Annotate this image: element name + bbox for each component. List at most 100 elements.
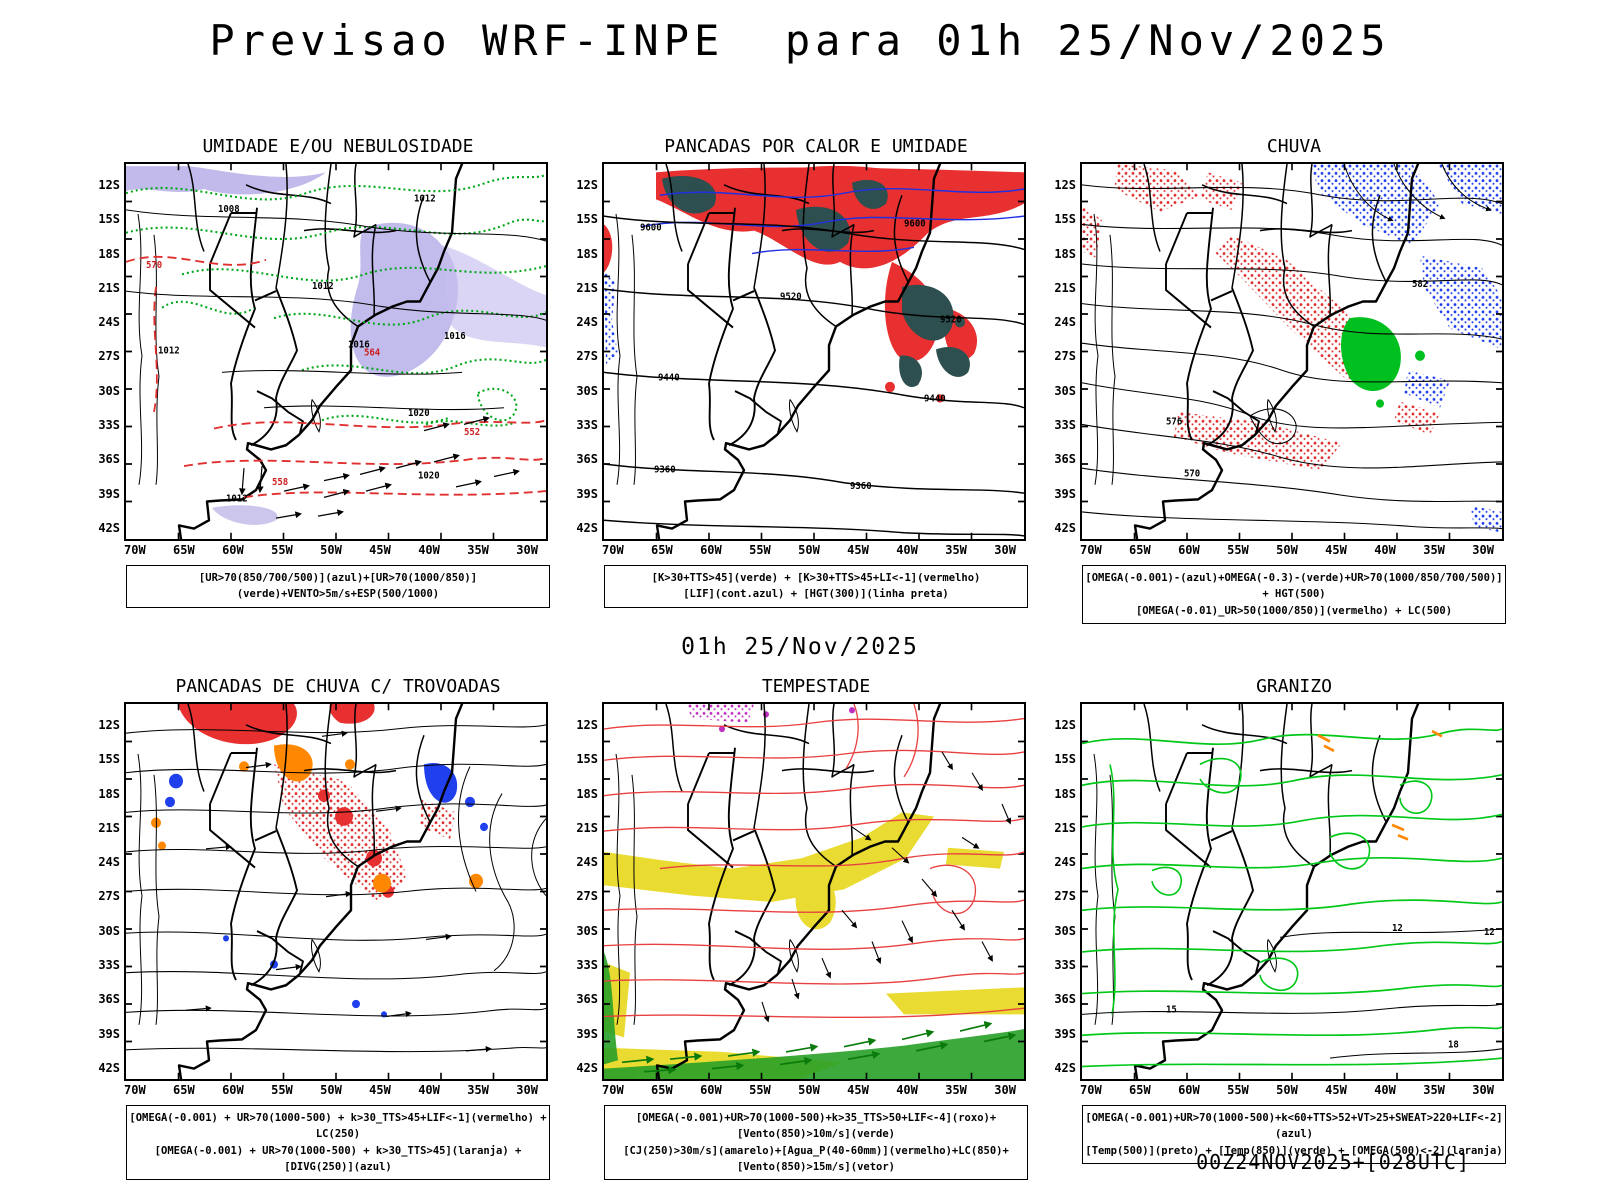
lon-tick-label: 45W <box>369 543 391 557</box>
lon-tick-label: 55W <box>1227 1083 1249 1097</box>
lon-tick-label: 40W <box>418 1083 440 1097</box>
temp500-black-contours <box>1082 928 1502 1059</box>
lon-tick-label: 45W <box>847 543 869 557</box>
temp850-green-contours <box>1082 728 1502 1068</box>
lon-tick-label: 60W <box>1178 543 1200 557</box>
contour-label: 1016 <box>348 339 370 350</box>
lat-tick-label: 21S <box>576 280 598 295</box>
lon-tick-label: 45W <box>369 1083 391 1097</box>
lon-tick-label: 60W <box>1178 1083 1200 1097</box>
lon-tick-label: 55W <box>749 543 771 557</box>
contour-label: 1012 <box>226 493 248 504</box>
lon-tick-label: 40W <box>418 543 440 557</box>
latitude-axis: 12S 15S 18S 21S 24S 27S 30S 33S 36S 39S 42S <box>574 162 602 541</box>
lon-tick-label: 35W <box>467 543 489 557</box>
lat-tick-label: 30S <box>98 923 120 938</box>
lon-tick-label: 65W <box>1129 543 1151 557</box>
map-canvas-trovoadas <box>126 704 546 1079</box>
lon-tick-label: 55W <box>271 543 293 557</box>
panel-title-trovoadas: PANCADAS DE CHUVA C/ TROVOADAS <box>175 676 501 697</box>
lat-tick-label: 36S <box>1054 992 1076 1007</box>
contour-label-red: 558 <box>272 477 288 488</box>
lat-tick-label: 24S <box>1054 855 1076 870</box>
purple-severe-speckle <box>686 704 855 733</box>
longitude-axis: 70W 65W 60W 55W 50W 45W 40W 35W 30W <box>124 543 550 557</box>
panel-umidade: UMIDADE E/OU NEBULOSIDADE 12S 15S 18S 21S 24… <box>96 136 550 624</box>
lon-tick-label: 60W <box>700 543 722 557</box>
map-canvas-tempestade <box>604 704 1024 1079</box>
caption-box-trovoadas: [OMEGA(-0.001) + UR>70(1000-500) + k>30_… <box>126 1105 550 1181</box>
contour-label: 9520 <box>780 291 802 302</box>
lon-tick-label: 50W <box>1276 543 1298 557</box>
run-info-label: 00Z24NOV2025+[028UTC] <box>1196 1150 1470 1174</box>
latitude-axis: 12S 15S 18S 21S 24S 27S 30S 33S 36S 39S 42S <box>96 702 124 1081</box>
contour-labels: 1008 1012 1012 1016 1016 1020 1020 1012 … <box>146 193 480 504</box>
panel-granizo: GRANIZO 12S 15S 18S 21S 24S 27S 30S 33S 36S 39S 42… <box>1052 676 1506 1180</box>
lon-tick-label: 50W <box>1276 1083 1298 1097</box>
caption-line: [UR>70(850/700/500)](azul)+[UR>70(1000/8… <box>198 572 478 601</box>
lat-tick-label: 33S <box>98 958 120 973</box>
caption-line: [OMEGA(-0.001)-(azul)+OMEGA(-0.3)-(verde… <box>1085 572 1503 601</box>
lat-tick-label: 12S <box>1054 718 1076 732</box>
contour-label: 12 <box>1392 923 1403 934</box>
lat-tick-label: 24S <box>576 315 598 330</box>
lat-tick-label: 15S <box>98 212 120 227</box>
lon-tick-label: 30W <box>516 543 538 557</box>
lat-tick-label: 42S <box>1054 1060 1076 1075</box>
lon-tick-label: 65W <box>651 1083 673 1097</box>
hgt500-streamlines <box>1082 164 1502 530</box>
map-umidade: 1008 1012 1012 1016 1016 1020 1020 1012 … <box>124 162 548 541</box>
lon-tick-label: 35W <box>945 1083 967 1097</box>
panel-title-pancadas-calor: PANCADAS POR CALOR E UMIDADE <box>664 136 968 157</box>
caption-box-granizo: [OMEGA(-0.001)+UR>70(1000-500)+k<60+TTS>… <box>1082 1105 1506 1164</box>
lat-tick-label: 36S <box>98 992 120 1007</box>
lon-tick-label: 45W <box>1325 1083 1347 1097</box>
lat-tick-label: 15S <box>98 752 120 767</box>
blue-speckle-area <box>604 268 618 364</box>
lat-tick-label: 27S <box>576 889 598 904</box>
lat-tick-label: 12S <box>98 178 120 192</box>
caption-box-tempestade: [OMEGA(-0.001)+UR>70(1000-500)+k>35_TTS>… <box>604 1105 1028 1181</box>
lon-tick-label: 30W <box>994 1083 1016 1097</box>
contour-label: 9600 <box>904 218 926 229</box>
orange-omega-marks <box>1317 729 1443 841</box>
lat-tick-label: 42S <box>576 1060 598 1075</box>
lat-tick-label: 12S <box>98 718 120 732</box>
lc250-streamlines <box>126 724 546 1053</box>
lat-tick-label: 18S <box>1054 786 1076 801</box>
lat-tick-label: 24S <box>1054 315 1076 330</box>
map-canvas-pancadas-calor: 9600 9600 9520 9520 9440 9440 9360 9360 <box>604 164 1024 539</box>
humidity-shading <box>126 166 546 525</box>
map-canvas-chuva: 582 576 570 <box>1082 164 1502 539</box>
contour-label: 570 <box>1184 468 1200 479</box>
contour-label: 9360 <box>654 464 676 475</box>
lon-tick-label: 50W <box>798 543 820 557</box>
lat-tick-label: 30S <box>98 383 120 398</box>
lat-tick-label: 39S <box>1054 1026 1076 1041</box>
longitude-axis: 70W 65W 60W 55W 50W 45W 40W 35W 30W <box>124 1083 550 1097</box>
lon-tick-label: 65W <box>173 1083 195 1097</box>
lat-tick-label: 24S <box>98 855 120 870</box>
lon-tick-label: 70W <box>602 1083 624 1097</box>
contour-label: 9600 <box>640 223 662 234</box>
lat-tick-label: 33S <box>98 418 120 433</box>
map-granizo: 12 12 15 18 <box>1080 702 1504 1081</box>
lat-tick-label: 39S <box>1054 486 1076 501</box>
lon-tick-label: 70W <box>602 543 624 557</box>
contour-label: 15 <box>1166 1004 1177 1015</box>
hgt300-contours <box>604 215 1024 537</box>
lon-tick-label: 60W <box>700 1083 722 1097</box>
valid-time-label: 01h 25/Nov/2025 <box>681 634 919 660</box>
lon-tick-label: 40W <box>1374 1083 1396 1097</box>
caption-box-chuva: [OMEGA(-0.001)-(azul)+OMEGA(-0.3)-(verde… <box>1082 565 1506 624</box>
isobar-contours <box>126 209 546 411</box>
contour-labels: 9600 9600 9520 9520 9440 9440 9360 9360 <box>640 218 962 492</box>
lon-tick-label: 50W <box>320 543 342 557</box>
caption-line: [OMEGA(-0.001) + UR>70(1000-500) + k>30_… <box>129 1112 547 1141</box>
contour-label: 1020 <box>418 470 440 481</box>
latitude-axis: 12S 15S 18S 21S 24S 27S 30S 33S 36S 39S 42S <box>1052 702 1080 1081</box>
longitude-axis: 70W 65W 60W 55W 50W 45W 40W 35W 30W <box>1080 1083 1506 1097</box>
lat-tick-label: 27S <box>576 349 598 364</box>
lat-tick-label: 27S <box>98 889 120 904</box>
panel-chuva: CHUVA 12S 15S 18S 21S 24S 27S 30S 33S 36S 39S 42S <box>1052 136 1506 624</box>
